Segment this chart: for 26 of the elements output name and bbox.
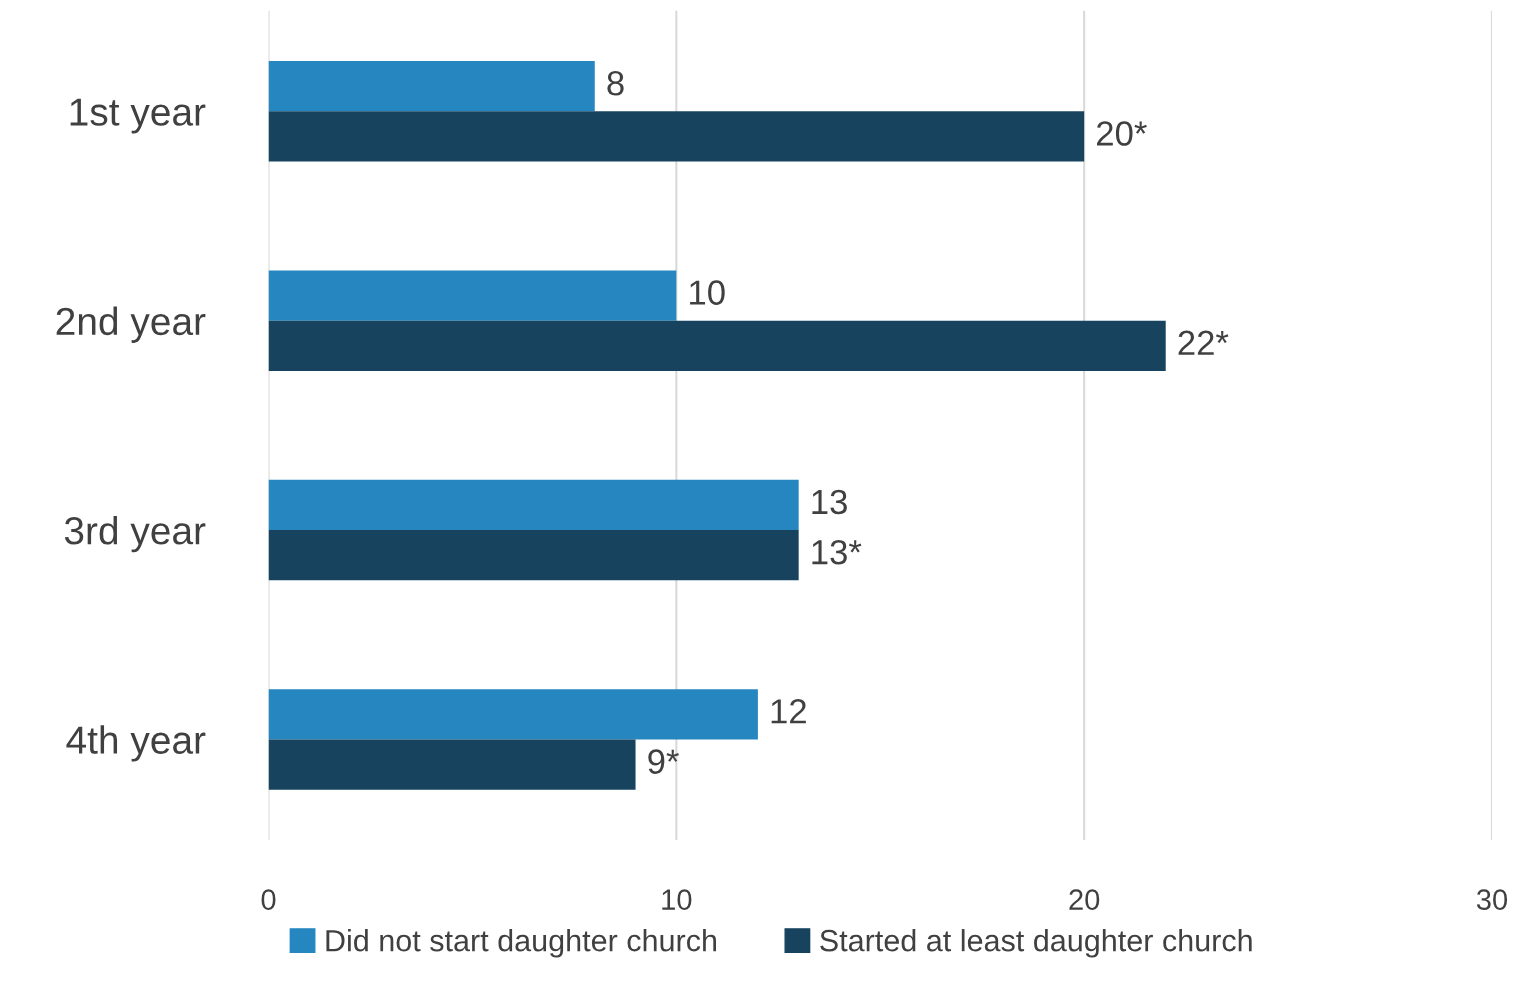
data-label: 8 <box>607 70 624 96</box>
y-tick-label: 1st year <box>70 98 206 134</box>
data-label: 12 <box>771 699 806 724</box>
data-label: 10 <box>690 280 725 305</box>
legend-label: Did not start daughter church <box>326 929 717 958</box>
y-tick-label: 2nd year <box>56 306 206 343</box>
data-label: 13* <box>812 539 862 565</box>
x-tick-label: 10 <box>662 889 692 910</box>
bar <box>268 61 595 112</box>
bar <box>268 739 636 790</box>
y-tick-label: 3rd year <box>64 515 206 553</box>
data-label: 9* <box>648 749 679 774</box>
legend-label: Started at least daughter church <box>820 929 1252 958</box>
bar <box>268 530 799 581</box>
data-label: 13 <box>812 489 847 515</box>
bar <box>268 111 1085 162</box>
data-label: 22* <box>1178 330 1229 355</box>
y-tick-label: 4th year <box>66 725 206 762</box>
bar <box>268 270 677 321</box>
bar <box>268 479 799 531</box>
bar <box>268 320 1166 371</box>
data-label: 20* <box>1097 121 1147 146</box>
bar <box>268 689 758 740</box>
x-tick-label: 20 <box>1069 889 1100 910</box>
x-tick-label: 30 <box>1476 889 1508 910</box>
x-tick-label: 0 <box>261 889 276 910</box>
